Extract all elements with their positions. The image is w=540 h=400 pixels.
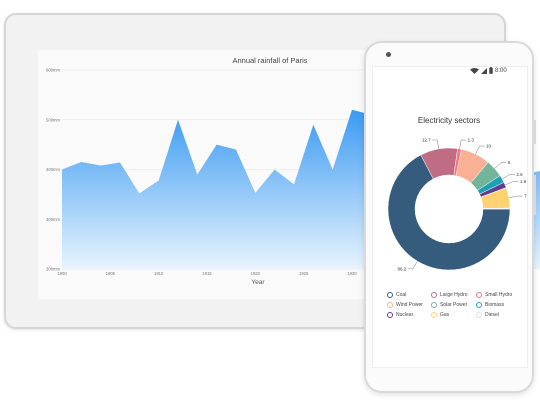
legend-label: Nuclear [396,312,414,318]
legend-marker [387,292,393,298]
legend-label: Small Hydro [485,292,513,298]
legend-marker [387,302,393,308]
legend-label: Coal [396,292,407,298]
donut-slice-coal [387,154,511,271]
x-tick-label: 1910 [154,271,164,276]
y-tick-label: 600mm [46,68,60,73]
legend-label: Solar Power [440,302,468,308]
x-tick-label: 1915 [202,271,212,276]
legend-label: Gas [440,312,450,318]
data-label-leader [459,139,467,149]
legend-item-coal[interactable]: Coal [387,292,431,298]
legend-item-diesel[interactable]: Diesel [476,312,520,318]
y-tick-label: 300mm [46,217,60,222]
data-label: 7 [524,194,527,199]
legend-item-solar-power[interactable]: Solar Power [431,302,476,308]
status-time: 8:00 [495,67,507,74]
camera-icon [386,52,391,57]
legend-label: Large Hydro [440,292,468,298]
x-tick-label: 1900 [57,271,67,276]
x-tick-label: 1920 [251,271,261,276]
donut-slice-diesel [482,207,511,210]
data-label-leader [501,174,515,180]
data-label-leader [504,181,519,186]
area-chart-title: Annual rainfall of Paris [232,56,308,65]
legend-marker [476,312,482,318]
y-tick-label: 500mm [46,117,60,122]
x-tick-label: 1905 [106,271,116,276]
data-label: 1.3 [468,138,475,143]
legend-marker [431,312,437,318]
legend-item-gas[interactable]: Gas [431,312,476,318]
y-tick-label: 200mm [46,267,60,272]
area-chart-x-axis-label: Year [251,279,265,286]
phone-volume-button [533,175,536,215]
legend-item-small-hydro[interactable]: Small Hydro [476,292,520,298]
data-label: 2.6 [516,172,523,177]
data-label-leader [508,195,523,198]
legend-item-nuclear[interactable]: Nuclear [387,312,431,318]
battery-icon [489,67,493,74]
data-label: 86.2 [397,266,406,271]
legend-item-large-hydro[interactable]: Large Hydro [431,292,476,298]
legend-label: Diesel [485,312,499,318]
donut-legend: Coal Large Hydro Small Hydro Wind Power … [387,292,522,318]
data-label: 1.9 [520,179,527,184]
legend-marker [431,302,437,308]
x-tick-label: 1925 [299,271,309,276]
legend-label: Wind Power [396,302,423,308]
data-label: 6 [508,160,511,165]
data-label: 10 [486,144,492,149]
y-tick-label: 400mm [46,167,60,172]
data-label-leader [432,139,439,149]
x-tick-label: 1930 [347,271,357,276]
legend-item-biomass[interactable]: Biomass [476,302,520,308]
legend-marker [476,292,482,298]
donut-chart-title: Electricity sectors [417,116,481,125]
legend-marker [476,302,482,308]
data-label-leader [407,261,418,270]
signal-icon [481,67,487,74]
legend-marker [387,312,393,318]
data-label-leader [475,145,485,155]
status-bar: 8:00 [470,67,507,74]
legend-label: Biomass [485,302,505,308]
legend-marker [431,292,437,298]
data-label-leader [494,162,507,169]
phone-power-button [533,120,536,144]
wifi-icon [470,67,479,74]
data-label: 12.7 [422,138,431,143]
legend-item-wind-power[interactable]: Wind Power [387,302,431,308]
